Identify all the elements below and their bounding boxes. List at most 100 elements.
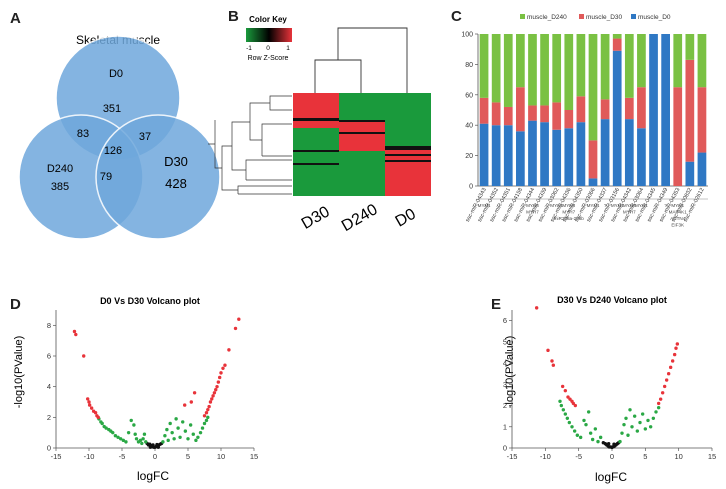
d-red-point-29 [227, 348, 231, 352]
d-green-point-32 [176, 426, 180, 430]
heatmap-body [293, 93, 431, 196]
d-red-point-1 [74, 332, 78, 337]
e-green-point-0 [558, 399, 562, 403]
d-red-point-31 [237, 317, 241, 321]
bar-category-label-9: ssc-miR-03066 [574, 187, 597, 223]
d-black-point-14 [151, 443, 155, 447]
d-green-point-7 [111, 430, 115, 435]
bar-category-label-14: ssc-miR-04345 [634, 187, 657, 223]
d-green-point-8 [113, 434, 118, 438]
volcano-d-ylabel: -log10(PValue) [13, 336, 25, 409]
d-black-point-6 [153, 445, 157, 449]
d-black-point-11 [159, 441, 164, 446]
d-green-point-29 [170, 430, 174, 435]
e-green-point-24 [630, 425, 634, 429]
bar-category-label-3: ssc-miR-04158 [501, 187, 524, 223]
d-black-point-9 [157, 443, 161, 447]
bar-category-label-16: ssc-miR-04353 [659, 187, 682, 223]
venn-count-d240-d30: 79 [100, 171, 112, 183]
e-red-point-9 [571, 401, 576, 406]
e-green-point-29 [643, 427, 648, 431]
e-xtick-label-6: 15 [708, 452, 716, 461]
e-green-point-26 [635, 429, 640, 433]
bar-category-label-11: ssc-miR-03156 [598, 187, 621, 223]
bar-muscle_D240-5 [540, 34, 549, 106]
e-black-point-8 [612, 444, 617, 448]
d-green-point-27 [166, 438, 170, 443]
d-xtick-label-0: -15 [51, 452, 62, 461]
bar-muscle_D30-18 [697, 87, 707, 153]
bar-muscle_D0-15 [661, 34, 670, 186]
legend-label-1: muscle_D30 [586, 14, 623, 21]
e-red-point-15 [664, 378, 669, 382]
e-red-point-18 [670, 359, 675, 363]
bar-muscle_D240-3 [516, 34, 525, 88]
e-ytick-label-2: 2 [503, 401, 507, 410]
e-black-point-13 [612, 442, 616, 446]
volcano-e-points [534, 306, 680, 450]
e-green-point-32 [651, 416, 656, 420]
d-ytick-label-4: 8 [47, 321, 51, 330]
e-ytick-label-4: 4 [503, 359, 507, 368]
bar-muscle_D0-17 [685, 161, 695, 186]
e-red-point-17 [668, 365, 673, 370]
venn-count-d0-d30: 37 [139, 131, 151, 143]
d-xtick-label-2: -5 [119, 452, 126, 461]
e-black-point-2 [604, 443, 609, 447]
bar-muscle_D0-11 [612, 50, 622, 186]
e-black-point-6 [610, 445, 614, 450]
target-label-6-0: MYH1 [611, 203, 624, 208]
d-red-point-21 [212, 391, 217, 395]
e-red-point-14 [662, 384, 667, 389]
e-green-point-19 [620, 431, 624, 435]
d-green-point-20 [140, 441, 144, 446]
bar-muscle_D0-10 [600, 119, 610, 186]
venn-circle-d30 [95, 114, 221, 240]
volcano-e-ylabel: -log10(PValue) [504, 336, 516, 409]
d-green-point-22 [142, 432, 147, 436]
d-black-point-7 [154, 444, 159, 449]
d-red-point-25 [217, 375, 222, 380]
d-green-point-2 [100, 421, 104, 426]
e-green-point-5 [567, 420, 572, 425]
d-red-point-13 [192, 391, 197, 395]
d-black-point-8 [155, 444, 160, 448]
e-green-point-10 [582, 418, 586, 423]
d-xtick-label-5: 10 [217, 452, 225, 461]
bar-category-label-5: ssc-miR-04339 [525, 187, 548, 223]
target-label-0-0: MYH1 [478, 203, 491, 208]
e-green-point-28 [640, 412, 645, 416]
venn-label-d240: D240 [47, 163, 73, 175]
bar-muscle_D30-3 [516, 87, 525, 132]
d-red-point-9 [95, 414, 99, 418]
bar-muscle_D30-17 [685, 59, 695, 162]
d-red-point-24 [216, 380, 221, 384]
d-green-point-24 [161, 440, 165, 444]
e-red-point-3 [551, 363, 556, 367]
e-black-point-11 [616, 440, 621, 445]
bar-muscle_D0-9 [588, 178, 598, 186]
d-black-point-3 [149, 444, 153, 448]
target-label-10-3: EIF3K [671, 223, 685, 228]
e-black-point-12 [606, 442, 611, 446]
d-green-point-4 [104, 426, 108, 430]
legend-swatch-1 [579, 14, 584, 19]
e-green-point-25 [632, 414, 637, 418]
volcano-d-title: D0 Vs D30 Volcano plot [100, 296, 200, 306]
d-green-point-1 [99, 420, 103, 424]
d-red-point-15 [204, 411, 209, 415]
bar-muscle_D0-18 [697, 152, 707, 186]
d-red-point-30 [233, 326, 238, 331]
volcano-d-points [72, 317, 241, 449]
volcano-d-xlabel: logFC [137, 469, 169, 483]
e-green-point-1 [559, 403, 564, 408]
bar-category-label-6: ssc-miR-03062 [537, 187, 560, 223]
e-green-point-12 [586, 410, 591, 414]
bar-muscle_D240-6 [552, 34, 562, 103]
legend-label-0: muscle_D240 [527, 14, 567, 21]
bar-muscle_D30-11 [612, 38, 622, 51]
d-black-point-12 [148, 445, 153, 449]
bar-muscle_D240-2 [503, 34, 513, 107]
e-black-point-3 [606, 444, 610, 448]
bar-category-label-1: ssc-miR-04352 [477, 187, 500, 223]
